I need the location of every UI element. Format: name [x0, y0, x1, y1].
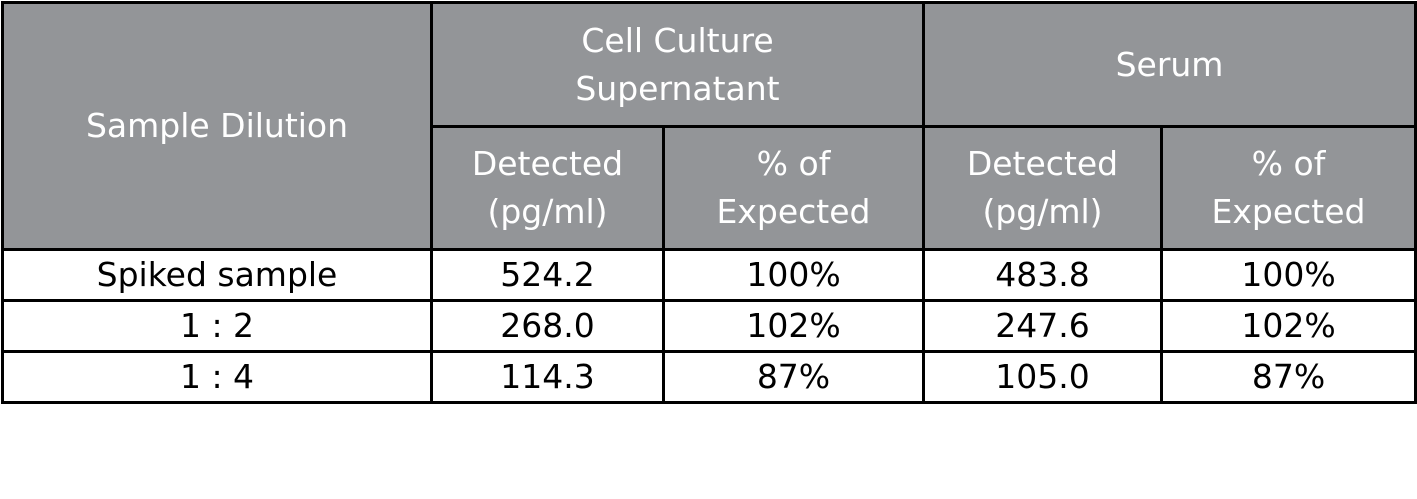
table-cell: 102%	[662, 298, 925, 353]
table-cell: 247.6	[922, 298, 1163, 353]
table-cell: 87%	[662, 349, 925, 404]
table-row: Spiked sample 524.2 100% 483.8 100%	[1, 248, 1417, 302]
table-row: 1 : 2 268.0 102% 247.6 102%	[1, 298, 1417, 353]
table-cell: 114.3	[430, 349, 665, 404]
corner-header: Sample Dilution	[1, 1, 433, 251]
header-text: % of Expected	[716, 144, 871, 231]
table-cell: 102%	[1159, 298, 1417, 353]
group-header: Cell Culture Supernatant	[430, 1, 925, 128]
table-cell: 105.0	[922, 349, 1163, 404]
header-text: Detected (pg/ml)	[471, 144, 624, 231]
table-cell: 483.8	[922, 248, 1163, 302]
subheader-row: Detected (pg/ml) % of Expected Detected (p…	[3, 125, 1417, 251]
table-body: Spiked sample 524.2 100% 483.8 100% 1 : 2 268.…	[1, 248, 1417, 404]
table-cell: Spiked sample	[1, 248, 433, 302]
table-cell: 87%	[1159, 349, 1417, 404]
table-cell: 100%	[1159, 248, 1417, 302]
header-text: Cell Culture Supernatant	[575, 20, 780, 108]
header-row: Sample Dilution Cell Culture Supernatant…	[1, 1, 1417, 251]
column-header: % of Expected	[662, 125, 925, 251]
header-text: Detected (pg/ml)	[966, 144, 1119, 231]
group-header: Serum	[921, 1, 1417, 128]
table-cell: 268.0	[430, 298, 665, 353]
table-row: 1 : 4 114.3 87% 105.0 87%	[1, 349, 1417, 404]
column-header: Detected (pg/ml)	[430, 125, 665, 251]
column-header: Detected (pg/ml)	[922, 125, 1163, 251]
table-cell: 1 : 4	[1, 349, 433, 404]
header-text: Serum	[1115, 44, 1224, 84]
header-text: % of Expected	[1211, 144, 1366, 231]
table-cell: 1 : 2	[1, 298, 433, 353]
header-text: Sample Dilution	[85, 106, 349, 146]
table-cell: 100%	[662, 248, 925, 302]
data-table: Sample Dilution Cell Culture Supernatant…	[1, 1, 1417, 404]
column-header: % of Expected	[1159, 125, 1417, 251]
table-cell: 524.2	[430, 248, 665, 302]
